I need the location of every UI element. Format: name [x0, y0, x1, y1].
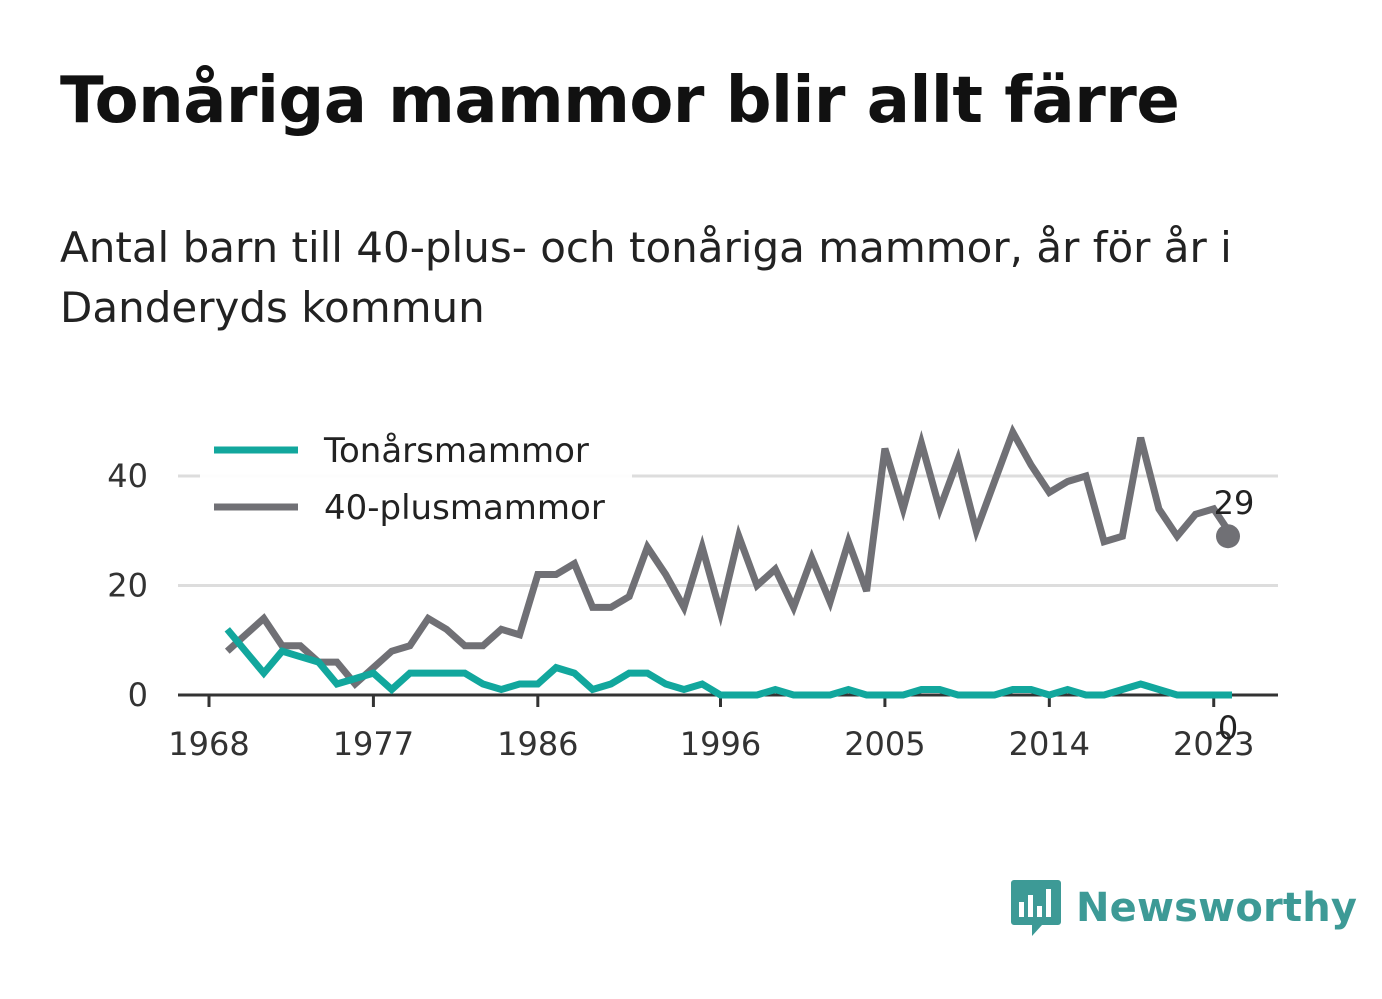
y-tick-label: 20: [107, 567, 148, 605]
series-line-40-plusmammor: [224, 423, 1235, 690]
legend: Tonårsmammor 40-plusmammor: [200, 423, 632, 533]
x-tick-label: 1968: [168, 725, 249, 763]
x-tick-label: 1977: [333, 725, 414, 763]
newsworthy-brand: Newsworthy: [1010, 878, 1357, 938]
end-label-ton-rsmammor: 0: [1218, 709, 1238, 747]
y-axis: 0 20 40: [107, 457, 148, 714]
bar-chart-speech-bubble-icon: [1011, 880, 1061, 936]
x-tick-label: 2023: [1173, 725, 1254, 763]
x-tick-label: 1996: [680, 725, 761, 763]
x-tick-label: 1986: [497, 725, 578, 763]
x-tick-label: 2005: [844, 725, 925, 763]
legend-label: Tonårsmammor: [323, 431, 589, 471]
series-lines: [224, 423, 1235, 699]
y-tick-label: 0: [128, 676, 148, 714]
x-axis: 1968 1977 1986 1996 2005 2014 2023: [168, 693, 1278, 763]
series-line-ton-rsmammor: [224, 627, 1232, 699]
y-tick-label: 40: [107, 457, 148, 495]
end-label-40-plusmammor: 29: [1214, 484, 1255, 522]
x-tick-label: 2014: [1009, 725, 1090, 763]
chart-title: Tonåriga mammor blir allt färre: [60, 64, 1180, 138]
brand-name: Newsworthy: [1076, 885, 1358, 931]
end-point-40-plusmammor: [1216, 524, 1240, 549]
legend-background: [200, 423, 632, 533]
chart-subtitle: Antal barn till 40-plus- och tonåriga ma…: [60, 223, 1232, 332]
end-labels: 29 0: [1214, 484, 1255, 747]
legend-label: 40-plusmammor: [324, 488, 605, 528]
